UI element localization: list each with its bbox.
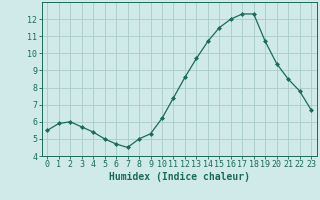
X-axis label: Humidex (Indice chaleur): Humidex (Indice chaleur) (109, 172, 250, 182)
